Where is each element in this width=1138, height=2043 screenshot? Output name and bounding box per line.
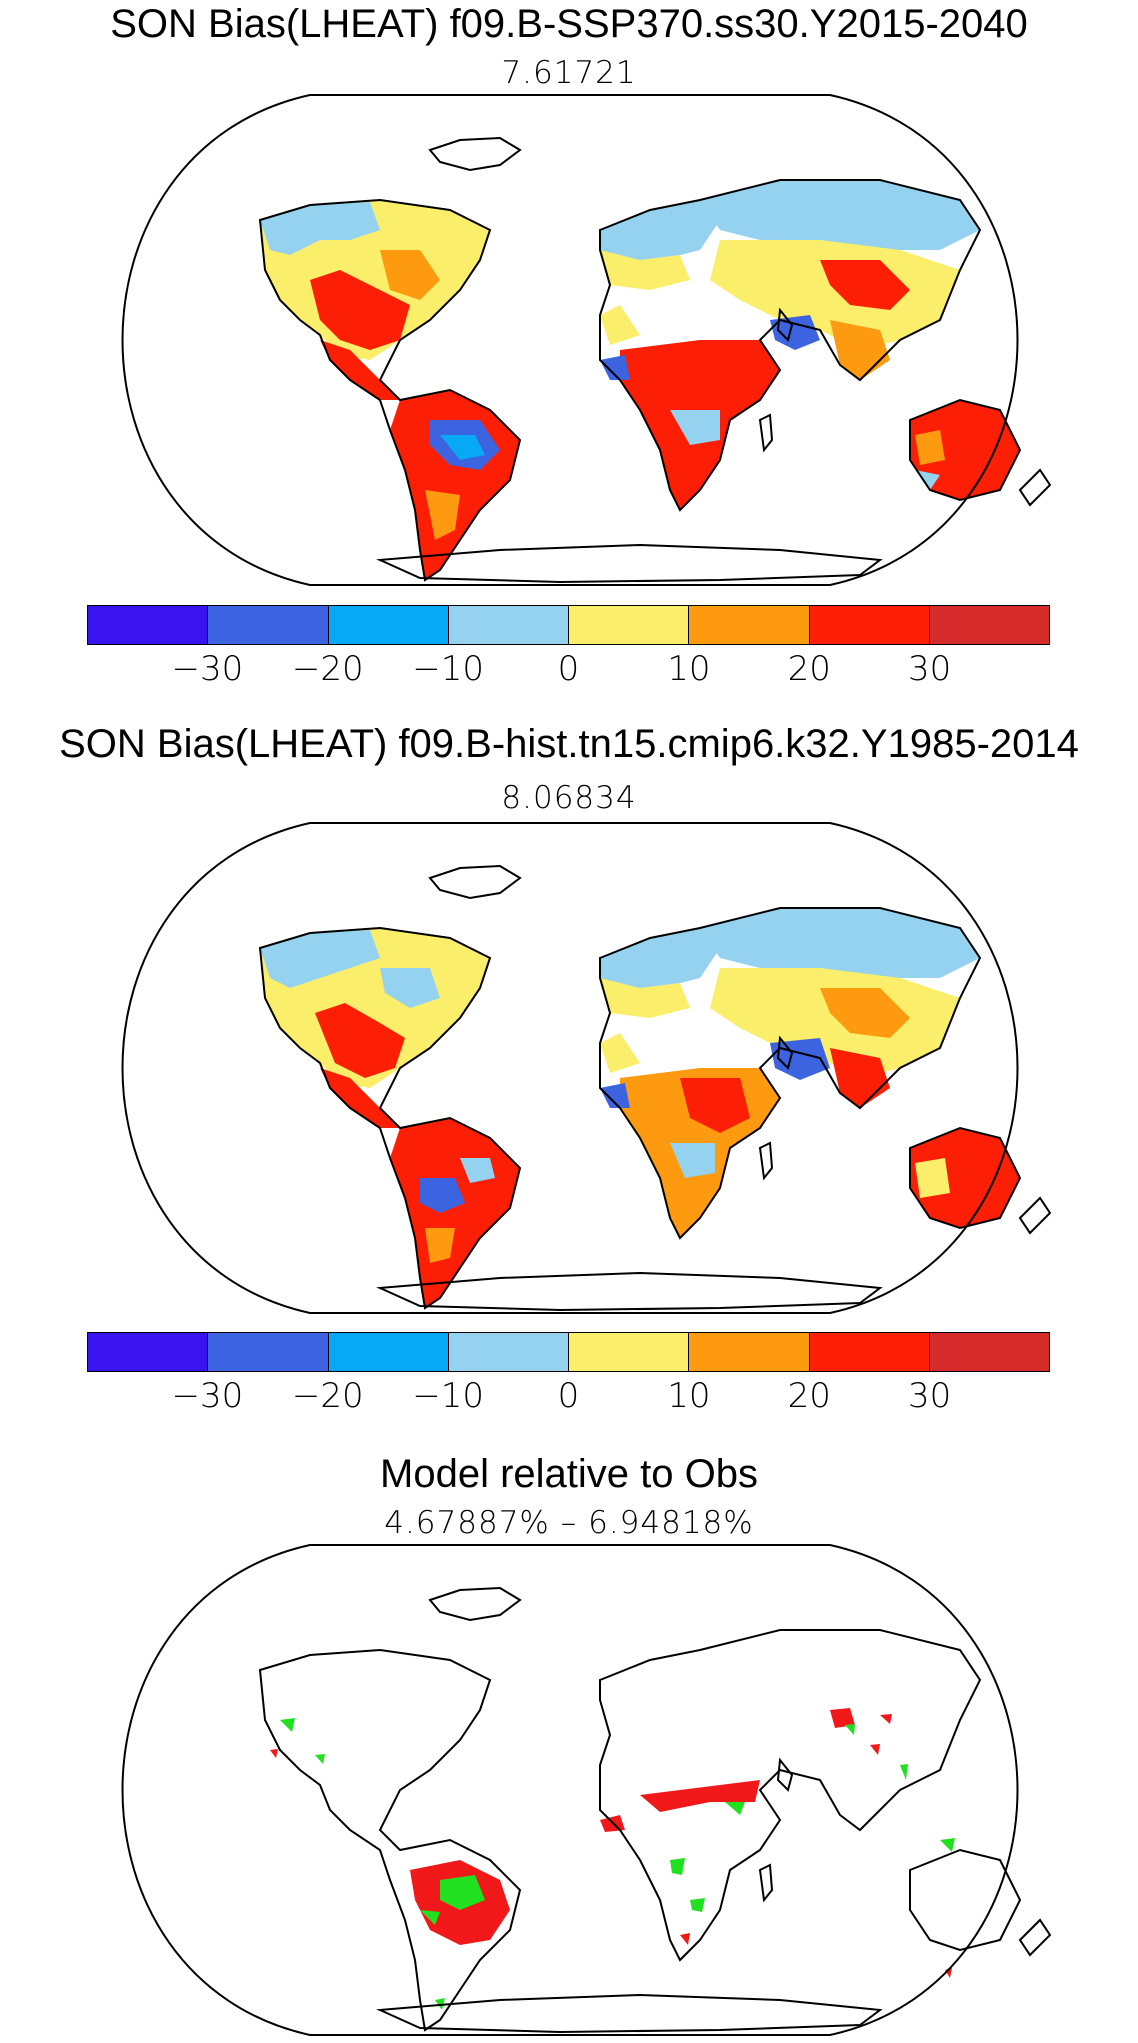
- panel-2-map-border: [121, 822, 1019, 1314]
- panel-1-map: [121, 94, 1052, 586]
- colorbar-1-box-6: [689, 606, 810, 644]
- colorbar-1-labels: −30 −20 −10 0 10 20 30: [87, 649, 1050, 689]
- colorbar-2-label-2: −20: [291, 1376, 364, 1416]
- colorbar-2-label-3: −10: [412, 1376, 485, 1416]
- panel-3-range: 4.67887% – 6.94818%: [384, 1505, 754, 1541]
- panel-2-global-mean: 8.06834: [501, 780, 637, 816]
- panel-3-title: Model relative to Obs: [380, 1452, 758, 1496]
- colorbar-1-label-1: −30: [171, 649, 244, 689]
- colorbar-2-box-5: [569, 1333, 690, 1371]
- colorbar-2-box-6: [689, 1333, 810, 1371]
- panel-1-map-border: [121, 94, 1019, 586]
- colorbar-1-box-1: [88, 606, 209, 644]
- colorbar-1-box-2: [208, 606, 329, 644]
- colorbar-1: [87, 605, 1050, 645]
- colorbar-1-label-6: 20: [787, 649, 831, 689]
- colorbar-2-label-4: 0: [557, 1376, 580, 1416]
- colorbar-2-label-6: 20: [787, 1376, 831, 1416]
- panel-1-title: SON Bias(LHEAT) f09.B-SSP370.ss30.Y2015-…: [110, 2, 1028, 46]
- colorbar-1-label-3: −10: [412, 649, 485, 689]
- colorbar-2-box-8: [929, 1333, 1049, 1371]
- panel-3-map-border: [121, 1544, 1019, 2036]
- colorbar-2-box-2: [208, 1333, 329, 1371]
- colorbar-1-label-4: 0: [557, 649, 580, 689]
- panel-2-coastlines: [258, 864, 1052, 1312]
- colorbar-2-label-1: −30: [171, 1376, 244, 1416]
- panel-2-map: [121, 822, 1052, 1314]
- panel-1-fields: [260, 180, 1020, 580]
- colorbar-1-label-2: −20: [291, 649, 364, 689]
- panel-3-coastlines: [258, 1586, 1052, 2034]
- colorbar-1-box-3: [328, 606, 449, 644]
- colorbar-2: [87, 1332, 1050, 1372]
- colorbar-2-labels: −30 −20 −10 0 10 20 30: [87, 1376, 1050, 1416]
- colorbar-1-label-7: 30: [907, 649, 952, 689]
- colorbar-1-box-5: [569, 606, 690, 644]
- panel-2-fields: [260, 908, 1020, 1308]
- colorbar-2-box-7: [809, 1333, 930, 1371]
- colorbar-2-box-4: [448, 1333, 569, 1371]
- panel-1-global-mean: 7.61721: [501, 55, 637, 91]
- colorbar-1-box-8: [929, 606, 1049, 644]
- colorbar-1-label-5: 10: [667, 649, 711, 689]
- colorbar-1-box-7: [809, 606, 930, 644]
- panel-3-fields: [270, 1708, 955, 2010]
- colorbar-2-label-7: 30: [907, 1376, 952, 1416]
- colorbar-1-box-4: [448, 606, 569, 644]
- colorbar-2-label-5: 10: [667, 1376, 711, 1416]
- panel-2-title: SON Bias(LHEAT) f09.B-hist.tn15.cmip6.k3…: [59, 722, 1079, 766]
- colorbar-2-box-3: [328, 1333, 449, 1371]
- colorbar-2-box-1: [88, 1333, 209, 1371]
- panel-3-map: [121, 1544, 1052, 2036]
- panel-1-coastlines: [258, 136, 1052, 584]
